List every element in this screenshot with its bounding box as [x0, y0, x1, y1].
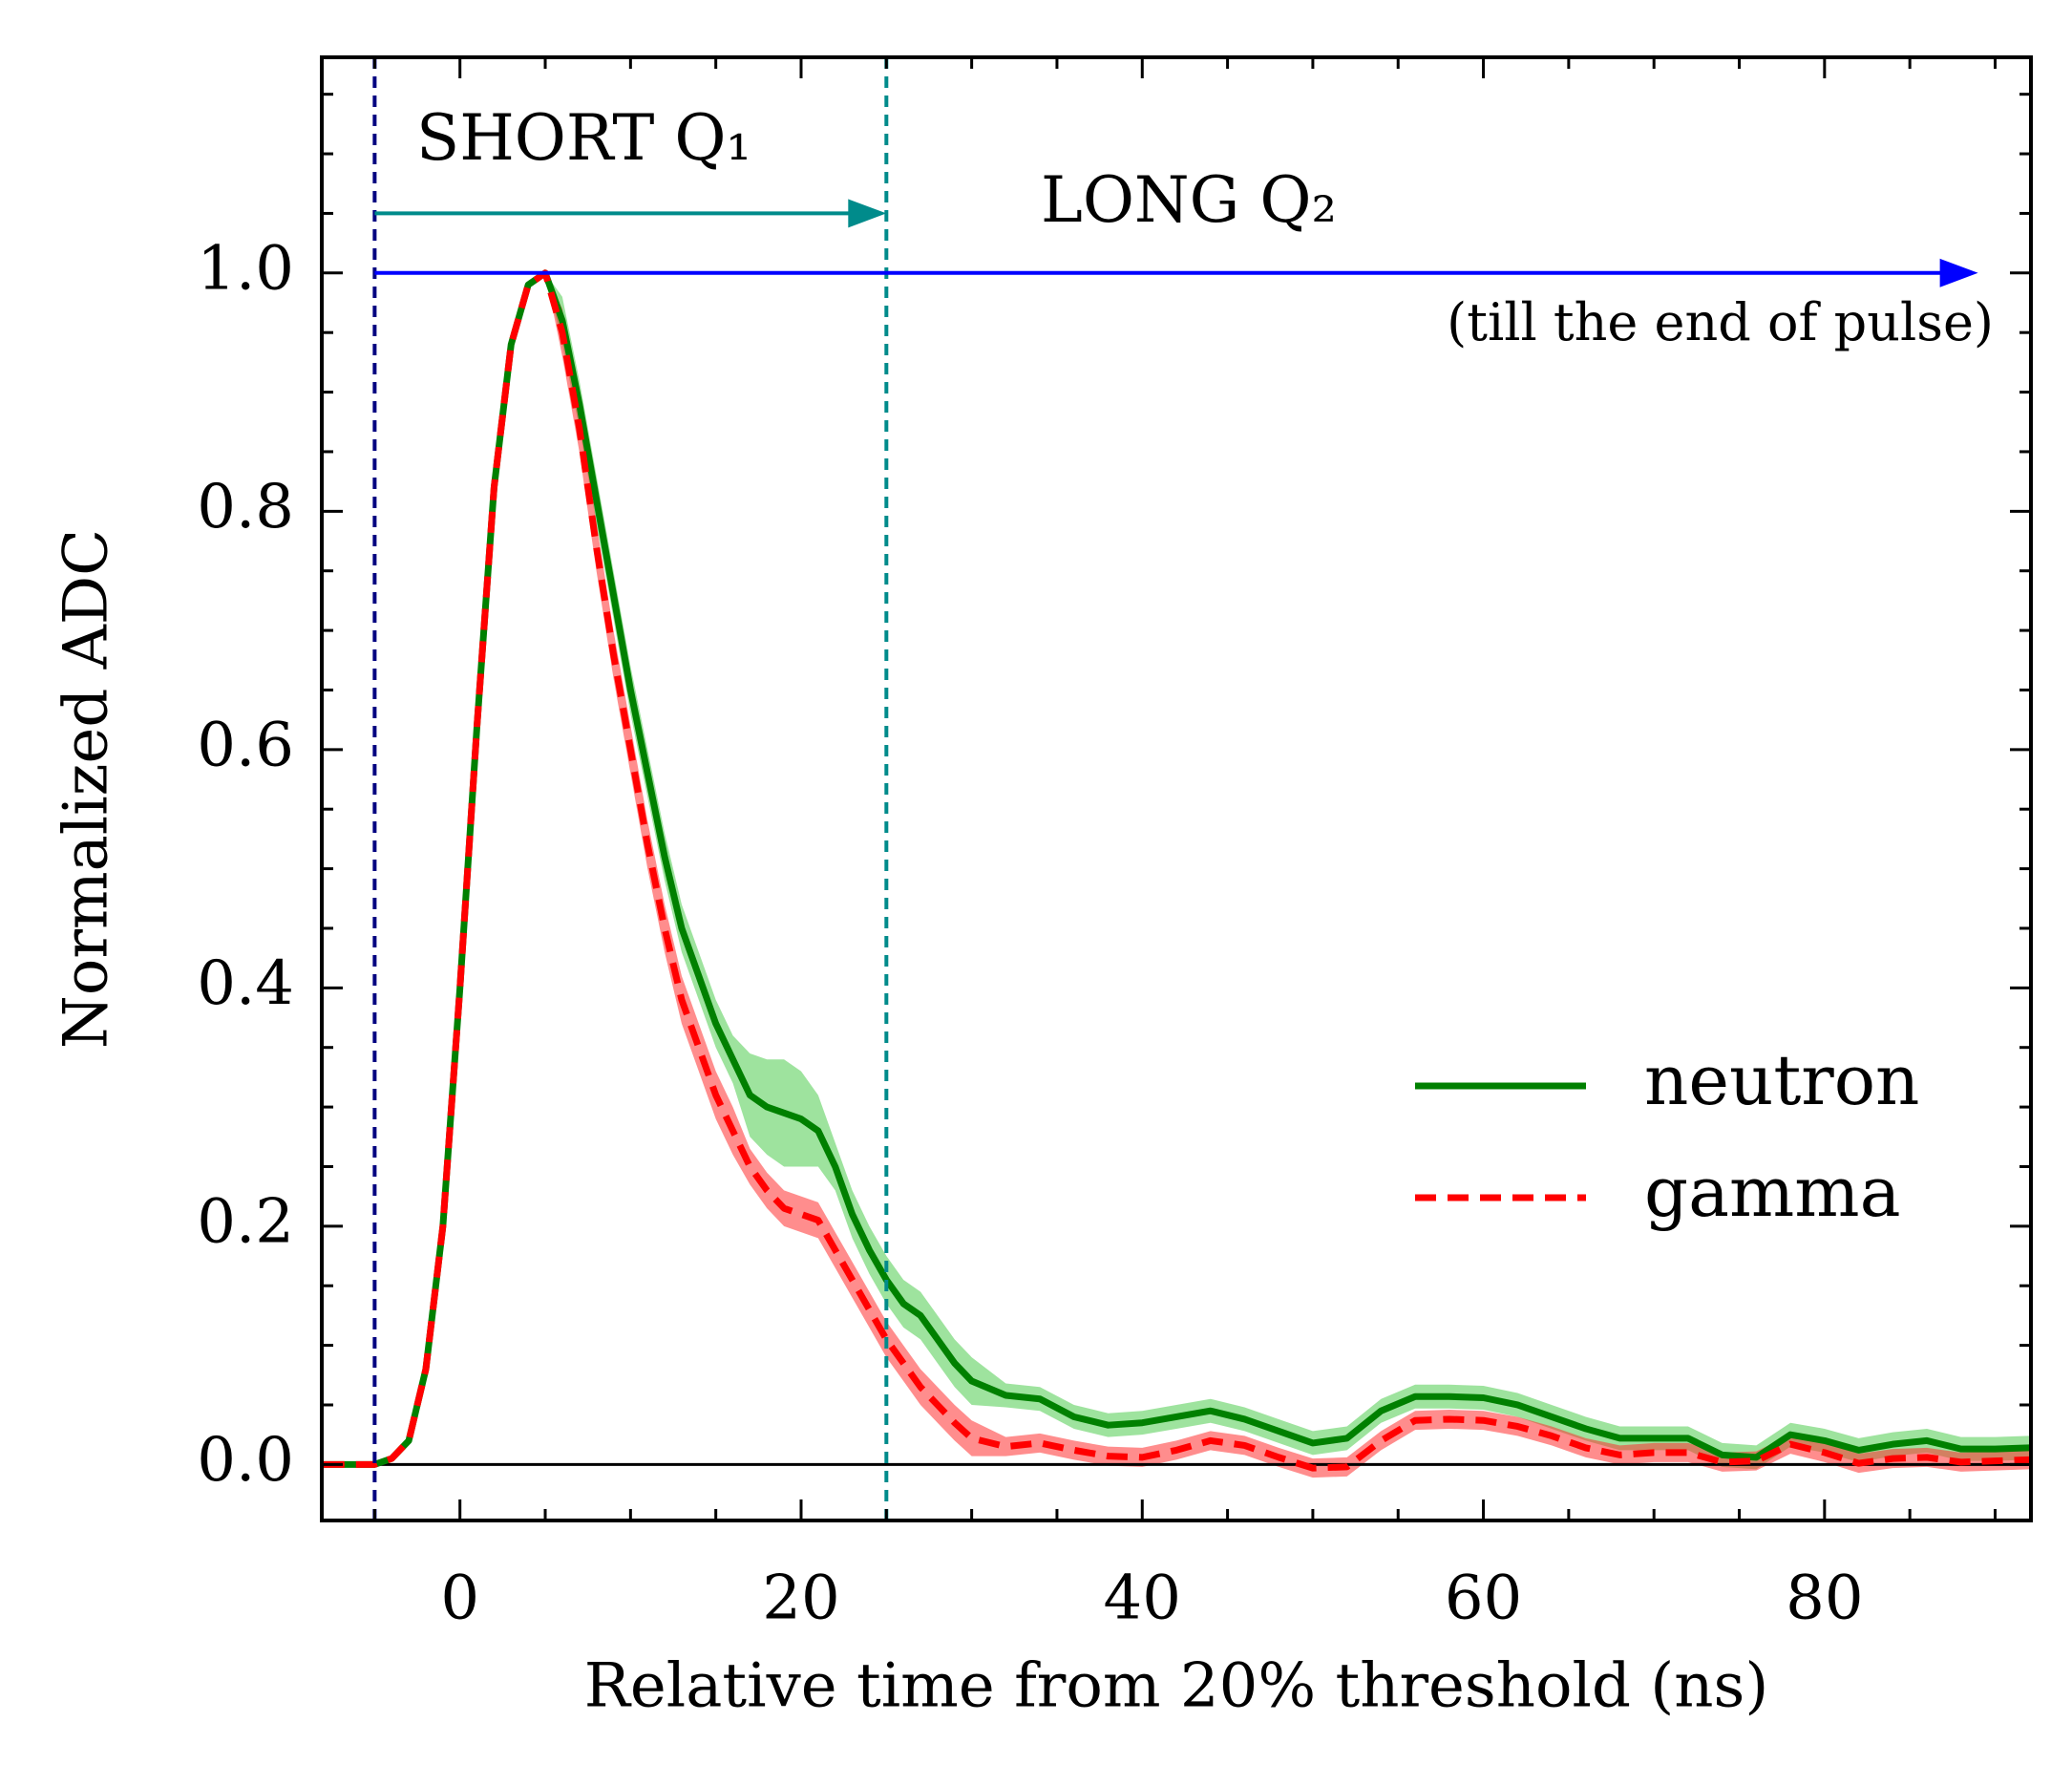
legend-label: gamma	[1644, 1152, 1901, 1232]
annotation: (till the end of pulse)	[1447, 292, 1994, 352]
y-tick-label: 0.4	[197, 948, 294, 1019]
data-line	[323, 269, 2030, 1472]
x-axis-label: Relative time from 20% threshold (ns)	[584, 1651, 1769, 1722]
x-tick-label: 60	[1445, 1563, 1522, 1634]
y-tick-label: 0.6	[197, 710, 294, 780]
arrow-head	[1939, 258, 1978, 287]
y-axis-label: Normalized ADC	[52, 529, 122, 1049]
y-tick-label: 0.2	[197, 1186, 294, 1257]
plot-area	[322, 269, 2031, 1478]
arrow-head	[848, 199, 887, 228]
y-tick-label: 1.0	[197, 233, 294, 304]
x-tick-label: 0	[440, 1563, 479, 1634]
data-line	[323, 269, 2030, 1468]
legend-label: neutron	[1644, 1040, 1919, 1120]
annotation: LONG Q₂	[1041, 163, 1337, 237]
x-tick-label: 40	[1104, 1563, 1181, 1634]
y-tick-label: 0.0	[197, 1425, 294, 1496]
error-band	[323, 272, 2030, 1478]
x-tick-label: 80	[1786, 1563, 1863, 1634]
y-tick-label: 0.8	[197, 472, 294, 542]
annotation: SHORT Q₁	[416, 101, 751, 175]
axes-frame	[320, 55, 2033, 1522]
x-tick-label: 20	[762, 1563, 839, 1634]
